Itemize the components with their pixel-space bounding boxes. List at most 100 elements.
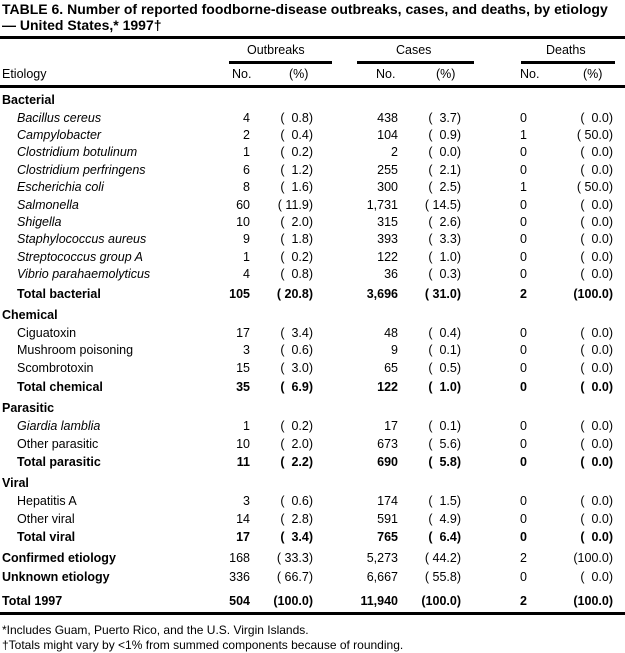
cell-cases-no: 36 [384, 267, 398, 281]
cell-deaths-pct: ( 0.0) [580, 250, 613, 264]
cell-cases-no: 122 [377, 380, 398, 394]
row-label: Mushroom poisoning [17, 343, 134, 357]
cell-outbreaks-no: 17 [236, 530, 250, 544]
cell-cases-pct: (100.0) [421, 594, 461, 608]
cell-outbreaks-no: 60 [236, 198, 250, 212]
cell-cases-no: 3,696 [366, 287, 398, 301]
cell-cases-no: 690 [377, 455, 398, 469]
cell-outbreaks-pct: ( 2.0) [280, 215, 313, 229]
cell-deaths-pct: ( 0.0) [580, 145, 613, 159]
cell-deaths-pct: ( 0.0) [580, 419, 613, 433]
cell-outbreaks-pct: ( 3.0) [280, 361, 313, 375]
table-row: Vibrio parahaemolyticus 4 ( 0.8) 36 ( 0.3) 0 (… [0, 266, 625, 283]
header-deaths-pct: (%) [583, 67, 603, 81]
row-label: Bacterial [2, 93, 55, 107]
cell-deaths-pct: ( 50.0) [576, 180, 613, 194]
cell-deaths-no: 0 [520, 111, 527, 125]
cell-deaths-pct: ( 0.0) [580, 198, 613, 212]
header-etiology: Etiology [2, 67, 47, 81]
row-label: Total bacterial [17, 287, 101, 301]
cell-cases-pct: ( 0.1) [428, 343, 461, 357]
row-label: Chemical [2, 308, 58, 322]
cell-outbreaks-pct: ( 0.8) [280, 267, 313, 281]
cell-deaths-no: 0 [520, 380, 527, 394]
cell-deaths-pct: ( 0.0) [580, 494, 613, 508]
cell-cases-pct: ( 0.9) [428, 128, 461, 142]
cell-deaths-no: 0 [520, 145, 527, 159]
row-label: Total viral [17, 530, 76, 544]
row-label: Staphylococcus aureus [17, 232, 147, 246]
cell-outbreaks-no: 35 [236, 380, 250, 394]
header-cases: Cases [396, 43, 432, 57]
cell-outbreaks-pct: ( 0.6) [280, 343, 313, 357]
group-header-row: Viral [0, 475, 625, 492]
cell-deaths-no: 0 [520, 215, 527, 229]
table-row: Clostridium perfringens 6 ( 1.2) 255 ( 2.1) 0… [0, 162, 625, 179]
cell-deaths-no: 0 [520, 163, 527, 177]
cell-outbreaks-pct: ( 2.0) [280, 437, 313, 451]
cell-deaths-no: 2 [520, 287, 527, 301]
row-label: Campylobacter [17, 128, 102, 142]
table-row: Campylobacter 2 ( 0.4) 104 ( 0.9) 1 ( 50.0) [0, 127, 625, 144]
table-row: Shigella 10 ( 2.0) 315 ( 2.6) 0 ( 0.0) [0, 214, 625, 231]
row-label: Viral [2, 476, 29, 490]
cell-cases-pct: ( 44.2) [424, 551, 461, 565]
cell-cases-pct: ( 5.6) [428, 437, 461, 451]
table-row: Giardia lamblia 1 ( 0.2) 17 ( 0.1) 0 ( 0.0) [0, 418, 625, 435]
cell-outbreaks-pct: (100.0) [273, 594, 313, 608]
row-label: Ciguatoxin [17, 326, 77, 340]
table-row: Confirmed etiology 168 ( 33.3) 5,273 ( 44.2)… [0, 550, 625, 567]
cell-outbreaks-no: 336 [229, 570, 250, 584]
header-outbreaks-pct: (%) [289, 67, 309, 81]
cell-cases-no: 2 [391, 145, 398, 159]
table-row: Ciguatoxin 17 ( 3.4) 48 ( 0.4) 0 ( 0.0) [0, 325, 625, 342]
table-row: Streptococcus group A 1 ( 0.2) 122 ( 1.0) 0 ( … [0, 249, 625, 266]
cell-cases-pct: ( 0.0) [428, 145, 461, 159]
cell-outbreaks-pct: ( 2.8) [280, 512, 313, 526]
cell-outbreaks-no: 105 [229, 287, 250, 301]
cell-deaths-pct: ( 0.0) [580, 570, 613, 584]
row-label: Other parasitic [17, 437, 99, 451]
row-label: Bacillus cereus [17, 111, 102, 125]
cell-cases-pct: ( 6.4) [428, 530, 461, 544]
top-rule [0, 36, 625, 39]
header-deaths-no: No. [520, 67, 540, 81]
table-row: Clostridium botulinum 1 ( 0.2) 2 ( 0.0) 0 ( 0.… [0, 144, 625, 161]
cell-cases-pct: ( 1.0) [428, 380, 461, 394]
cell-cases-pct: ( 3.3) [428, 232, 461, 246]
table-row: Scombrotoxin 15 ( 3.0) 65 ( 0.5) 0 ( 0.0) [0, 360, 625, 377]
header-outbreaks: Outbreaks [247, 43, 305, 57]
row-label: Confirmed etiology [2, 551, 116, 565]
table-row: Total chemical 35 ( 6.9) 122 ( 1.0) 0 ( 0.0) [0, 379, 625, 396]
cell-cases-pct: ( 31.0) [424, 287, 461, 301]
cell-deaths-no: 0 [520, 232, 527, 246]
cell-outbreaks-no: 15 [236, 361, 250, 375]
table-row: Other parasitic 10 ( 2.0) 673 ( 5.6) 0 ( 0.0) [0, 436, 625, 453]
cell-outbreaks-pct: ( 2.2) [280, 455, 313, 469]
cell-cases-pct: ( 0.1) [428, 419, 461, 433]
row-label: Hepatitis A [17, 494, 77, 508]
row-label: Parasitic [2, 401, 55, 415]
cell-deaths-pct: ( 0.0) [580, 163, 613, 177]
group-header-row: Chemical [0, 307, 625, 324]
cell-deaths-pct: ( 0.0) [580, 343, 613, 357]
cell-deaths-pct: ( 0.0) [580, 267, 613, 281]
footnote-1: *Includes Guam, Puerto Rico, and the U.S… [2, 623, 309, 637]
cell-outbreaks-pct: ( 11.9) [277, 198, 313, 212]
cell-deaths-pct: ( 0.0) [580, 455, 613, 469]
cell-deaths-no: 0 [520, 530, 527, 544]
cell-cases-pct: ( 55.8) [424, 570, 461, 584]
cell-cases-pct: ( 2.6) [428, 215, 461, 229]
cell-deaths-no: 0 [520, 494, 527, 508]
table-title: TABLE 6. Number of reported foodborne-di… [2, 1, 608, 33]
cell-deaths-pct: ( 50.0) [576, 128, 613, 142]
cell-deaths-no: 0 [520, 437, 527, 451]
row-label: Unknown etiology [2, 570, 110, 584]
cell-deaths-pct: ( 0.0) [580, 437, 613, 451]
cell-cases-no: 11,940 [360, 594, 398, 608]
cell-outbreaks-pct: ( 3.4) [280, 530, 313, 544]
table-row: Total viral 17 ( 3.4) 765 ( 6.4) 0 ( 0.0) [0, 529, 625, 546]
row-label: Clostridium perfringens [17, 163, 146, 177]
cell-deaths-pct: ( 0.0) [580, 326, 613, 340]
cell-outbreaks-no: 8 [243, 180, 250, 194]
